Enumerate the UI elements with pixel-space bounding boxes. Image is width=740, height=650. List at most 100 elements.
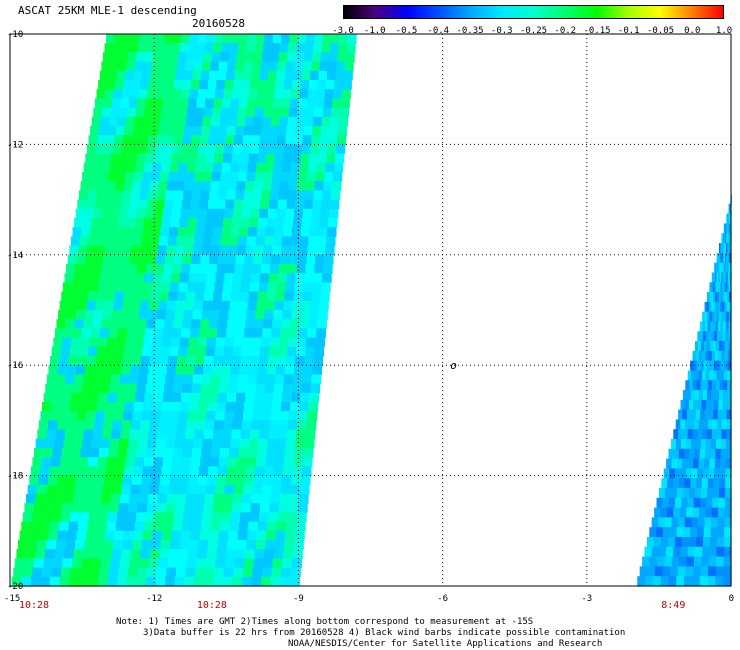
heat-cell bbox=[199, 328, 209, 339]
heat-cell bbox=[303, 52, 313, 63]
heat-cell bbox=[86, 411, 97, 421]
heat-cell bbox=[186, 107, 196, 118]
heat-cell bbox=[317, 80, 327, 90]
heat-cell bbox=[146, 503, 157, 513]
heat-cell bbox=[290, 319, 300, 329]
heat-cell bbox=[303, 448, 314, 458]
heat-cell bbox=[89, 567, 100, 578]
heat-cell bbox=[210, 448, 221, 458]
heat-cell bbox=[253, 254, 263, 265]
heat-cell bbox=[206, 89, 216, 99]
heat-cell bbox=[338, 116, 349, 127]
heat-cell bbox=[289, 245, 300, 256]
heat-cell bbox=[129, 494, 140, 504]
x-tick-label: -6 bbox=[437, 594, 448, 604]
heat-cell bbox=[301, 144, 311, 155]
heat-cell bbox=[126, 328, 137, 339]
heat-cell bbox=[74, 374, 84, 385]
heat-cell bbox=[162, 457, 173, 467]
heat-cell bbox=[226, 392, 237, 403]
heat-cell bbox=[155, 89, 165, 99]
heat-cell bbox=[706, 341, 711, 352]
heat-cell bbox=[704, 311, 708, 323]
heat-cell bbox=[275, 365, 286, 375]
heat-cell bbox=[147, 310, 158, 320]
heat-cell bbox=[704, 321, 709, 332]
colorbar-tick-label: -3.0 bbox=[332, 26, 354, 36]
heat-cell bbox=[220, 236, 230, 247]
heat-cell bbox=[182, 521, 193, 532]
heat-cell bbox=[673, 546, 682, 558]
heat-cell bbox=[291, 475, 302, 486]
heat-cell bbox=[59, 576, 70, 587]
heat-cell bbox=[708, 350, 713, 362]
heat-cell bbox=[714, 282, 718, 293]
heat-cell bbox=[717, 419, 723, 430]
heat-cell bbox=[172, 328, 182, 339]
heat-cell bbox=[322, 273, 332, 283]
heat-cell bbox=[322, 107, 332, 118]
heat-cell bbox=[102, 484, 113, 495]
heat-cell bbox=[114, 236, 125, 247]
heat-cell bbox=[132, 181, 142, 191]
heat-cell bbox=[235, 61, 245, 72]
heat-cell bbox=[315, 98, 325, 109]
heat-cell bbox=[86, 300, 97, 311]
heat-cell bbox=[244, 328, 254, 339]
heat-cell bbox=[717, 321, 722, 332]
heat-cell bbox=[104, 89, 115, 99]
heat-cell bbox=[191, 135, 201, 145]
heat-cell bbox=[224, 411, 235, 421]
heat-cell bbox=[292, 549, 303, 559]
heat-cell bbox=[273, 466, 284, 477]
heat-cell bbox=[135, 107, 145, 118]
heat-cell bbox=[252, 61, 262, 72]
heat-cell bbox=[319, 218, 329, 228]
heat-cell bbox=[81, 558, 92, 569]
heat-cell bbox=[186, 227, 197, 237]
heat-cell bbox=[73, 273, 83, 283]
heat-cell bbox=[312, 282, 322, 293]
heat-cell bbox=[57, 475, 68, 486]
swath-west bbox=[11, 34, 357, 587]
heat-cell bbox=[201, 245, 212, 256]
heat-cell bbox=[235, 190, 245, 201]
heat-cell bbox=[49, 521, 60, 532]
heat-cell bbox=[272, 475, 283, 486]
heat-cell bbox=[700, 341, 705, 352]
heat-cell bbox=[73, 494, 84, 504]
heat-cell bbox=[229, 374, 240, 385]
heat-cell bbox=[209, 530, 220, 541]
heat-cell bbox=[89, 181, 99, 191]
heat-cell bbox=[199, 530, 210, 541]
heat-cell bbox=[132, 540, 143, 550]
heat-cell bbox=[206, 549, 218, 559]
heat-cell bbox=[174, 80, 184, 90]
heat-cell bbox=[230, 162, 240, 173]
heat-cell bbox=[276, 521, 287, 532]
heat-cell bbox=[160, 227, 170, 237]
heat-cell bbox=[204, 291, 214, 302]
heat-cell bbox=[198, 208, 208, 219]
heat-cell bbox=[714, 468, 721, 479]
heat-cell bbox=[158, 420, 169, 431]
heat-cell bbox=[687, 370, 692, 381]
heat-cell bbox=[712, 292, 716, 303]
heat-cell bbox=[170, 466, 181, 477]
heat-cell bbox=[290, 567, 301, 578]
heat-cell bbox=[116, 337, 127, 348]
heat-cell bbox=[232, 576, 243, 587]
heat-cell bbox=[74, 484, 85, 495]
heat-cell bbox=[711, 517, 719, 528]
heat-cell bbox=[270, 494, 281, 504]
heat-cell bbox=[125, 116, 135, 127]
heat-cell bbox=[263, 558, 274, 569]
heat-cell bbox=[212, 429, 223, 440]
heat-cell bbox=[712, 341, 717, 352]
heat-cell bbox=[267, 282, 278, 293]
heat-cell bbox=[274, 227, 284, 237]
heat-cell bbox=[203, 503, 214, 513]
heat-cell bbox=[337, 126, 348, 136]
heat-cell bbox=[191, 190, 202, 201]
heat-cell bbox=[729, 282, 732, 293]
